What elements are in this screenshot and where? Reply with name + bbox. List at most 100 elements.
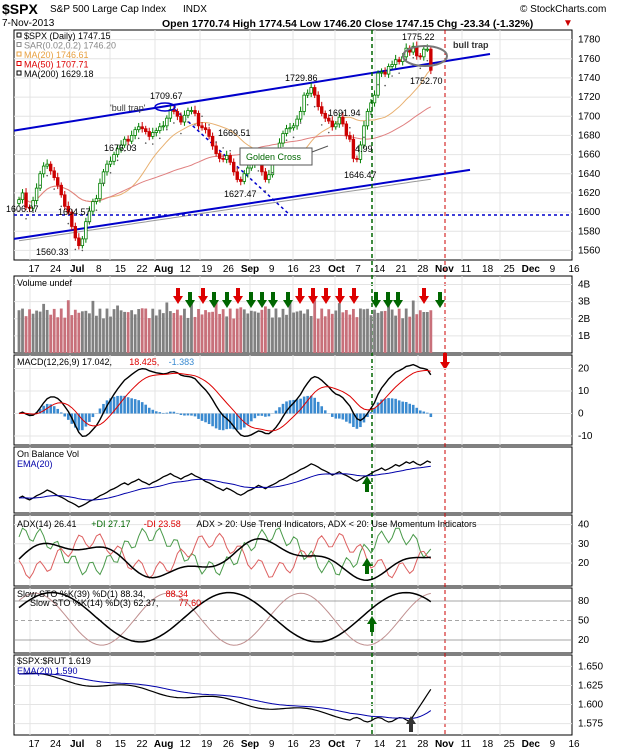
candle-body (411, 45, 415, 53)
volume-bar (306, 309, 310, 353)
macd-histogram-bar (169, 411, 172, 414)
x-tick-label-bottom: 15 (115, 739, 127, 750)
x-tick-label-bottom: 18 (482, 739, 494, 750)
legend-entry: $SPX (Daily) 1747.15 (24, 31, 111, 41)
macd-histogram-bar (260, 413, 264, 416)
candle-body (105, 163, 109, 173)
sto-tick-label: 20 (578, 635, 590, 646)
volume-bar (337, 303, 341, 353)
volume-bar (401, 318, 405, 353)
price-tick-label: 1700 (578, 111, 601, 122)
volume-bar (84, 310, 88, 353)
x-tick-label-bottom: 9 (550, 739, 556, 750)
macd-histogram-bar (334, 413, 338, 419)
volume-bar (31, 313, 35, 353)
volume-bar (186, 317, 190, 353)
volume-bar (373, 309, 376, 353)
x-tick-label-top: 9 (550, 264, 556, 275)
volume-bar (422, 311, 426, 353)
macd-histogram-bar (190, 413, 193, 416)
price-tick-label: 1740 (578, 73, 601, 84)
sar-dot (130, 146, 133, 148)
sar-dot (109, 171, 112, 174)
sar-dot (313, 105, 316, 108)
candle-body (154, 130, 158, 133)
volume-bar (98, 308, 102, 353)
macd-histogram-bar (172, 411, 176, 414)
volume-bar (411, 300, 415, 353)
macd-histogram-bar (295, 399, 299, 414)
sar-dot (25, 217, 27, 220)
upper-trendline (13, 52, 491, 132)
candle-body (305, 92, 310, 96)
candle-body (210, 135, 215, 147)
macd-histogram-bar (147, 407, 151, 414)
volume-bar (56, 317, 60, 353)
volume-bar (316, 318, 320, 353)
candle-body (386, 66, 391, 75)
x-tick-label-bottom: 23 (309, 739, 321, 750)
volume-bar (172, 312, 176, 353)
macd-histogram-bar (383, 398, 387, 414)
sar-dot (116, 159, 119, 162)
red-arrow-icon (308, 288, 318, 304)
candle-body (122, 138, 127, 146)
volume-bar (154, 315, 158, 353)
x-tick-label-bottom: Sep (241, 739, 259, 750)
sar-dot (398, 72, 400, 74)
x-tick-label-top: 21 (396, 264, 408, 275)
x-tick-label-top: 7 (355, 264, 361, 275)
volume-bar (88, 313, 91, 353)
green-arrow-icon (383, 292, 393, 308)
macd-histogram-bar (98, 408, 102, 414)
macd-histogram-bar (313, 397, 316, 414)
candle-body (365, 111, 370, 127)
macd-histogram-bar (88, 413, 91, 422)
x-tick-label-top: 28 (417, 264, 429, 275)
macd-histogram-bar (116, 395, 119, 414)
macd-histogram-bar (292, 399, 295, 414)
candle-body (27, 206, 32, 209)
green-arrow-icon (435, 292, 445, 308)
x-tick-label-bottom: Nov (435, 739, 454, 750)
volume-bar (35, 310, 38, 353)
sar-dot (201, 115, 203, 118)
macd-histogram-bar (408, 403, 412, 414)
candle-body (119, 144, 123, 150)
volume-bar (260, 309, 264, 353)
sar-dot (236, 167, 239, 169)
volume-bar (137, 309, 141, 353)
x-tick-label-top: Sep (241, 264, 259, 275)
volume-bar (73, 309, 77, 353)
x-tick-label-bottom: 16 (568, 739, 580, 750)
macd-histogram-bar (253, 413, 257, 419)
symbol-title: $SPX (2, 1, 38, 17)
candle-body (63, 194, 67, 207)
candle-body (24, 192, 28, 208)
macd-histogram-bar (422, 411, 426, 414)
volume-bar (197, 308, 200, 353)
x-tick-label-top: 18 (482, 264, 494, 275)
macd-histogram-bar (42, 405, 45, 414)
macd-tick-label: -10 (578, 431, 593, 442)
legend-entry: MA(50) 1707.71 (24, 60, 89, 70)
macd-histogram-bar (320, 406, 324, 414)
x-tick-label-top: 8 (96, 264, 102, 275)
volume-bar (387, 304, 390, 353)
price-annotation: 1676.03 (104, 143, 137, 153)
price-annotation: 1691.94 (328, 108, 361, 118)
candle-body (80, 238, 85, 247)
golden-cross-box (239, 147, 313, 166)
volume-bar (425, 312, 429, 353)
volume-bar (274, 308, 278, 353)
macd-histogram-bar (239, 413, 243, 430)
sar-dot (159, 137, 161, 140)
x-tick-label-top: Nov (435, 264, 454, 275)
volume-bar (49, 314, 53, 353)
sar-dot (426, 59, 429, 62)
volume-bar (302, 313, 306, 353)
bull-trap-label: bull trap (453, 40, 489, 50)
price-tick-label: 1600 (578, 207, 601, 218)
macd-histogram-bar (165, 412, 169, 414)
macd-histogram-bar (66, 413, 70, 420)
